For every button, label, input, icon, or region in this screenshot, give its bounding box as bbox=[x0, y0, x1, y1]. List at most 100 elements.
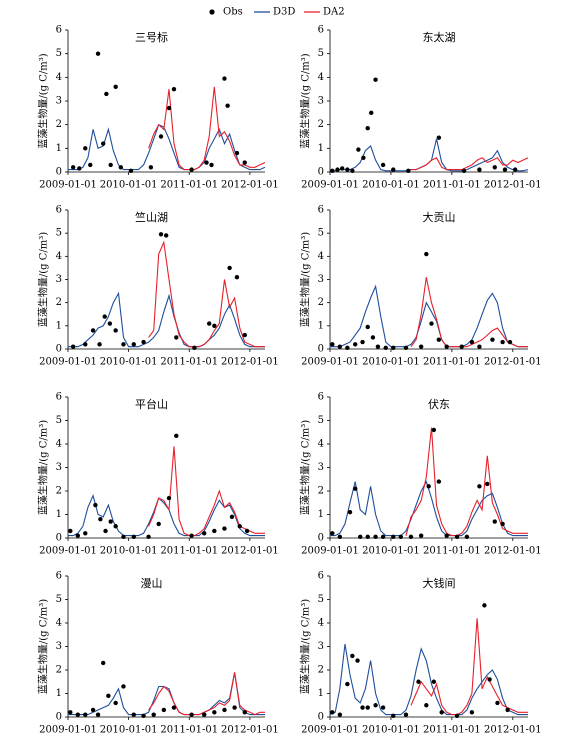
obs-point bbox=[365, 324, 370, 330]
obs-point bbox=[131, 534, 136, 540]
obs-point bbox=[83, 342, 88, 347]
obs-point bbox=[492, 165, 497, 170]
obs-point bbox=[209, 162, 214, 168]
x-tick-label: 2010-01-01 bbox=[100, 357, 158, 368]
obs-point bbox=[500, 521, 505, 527]
y-tick-label: 0 bbox=[56, 712, 62, 723]
y-tick-label: 1 bbox=[56, 320, 62, 331]
x-tick-label: 2010-01-01 bbox=[362, 546, 420, 557]
y-tick-label: 4 bbox=[56, 251, 62, 262]
legend-marker bbox=[209, 9, 215, 15]
y-tick-label: 0 bbox=[56, 167, 62, 178]
y-tick-label: 4 bbox=[56, 72, 62, 83]
obs-point bbox=[477, 167, 482, 172]
obs-point bbox=[104, 91, 109, 97]
obs-point bbox=[365, 534, 370, 540]
y-tick-label: 3 bbox=[318, 274, 324, 285]
series-line bbox=[411, 157, 529, 171]
obs-point bbox=[507, 339, 513, 345]
obs-point bbox=[90, 328, 96, 333]
obs-point bbox=[70, 344, 76, 349]
obs-point bbox=[337, 712, 343, 717]
obs-point bbox=[189, 167, 194, 172]
obs-point bbox=[444, 344, 449, 349]
y-tick-label: 0 bbox=[56, 533, 62, 544]
y-tick-label: 2 bbox=[56, 297, 62, 308]
obs-point bbox=[406, 168, 411, 174]
series-line bbox=[405, 427, 528, 537]
obs-point bbox=[345, 345, 350, 351]
y-tick-label: 1 bbox=[56, 688, 62, 699]
obs-point bbox=[242, 710, 247, 715]
panel-title: 竺山湖 bbox=[135, 210, 168, 224]
obs-point bbox=[426, 484, 431, 489]
obs-point bbox=[98, 517, 103, 522]
obs-point bbox=[391, 167, 396, 172]
x-tick-label: 2009-01-01 bbox=[39, 180, 97, 191]
obs-point bbox=[431, 427, 437, 433]
y-tick-label: 5 bbox=[318, 415, 324, 426]
obs-point bbox=[212, 710, 217, 715]
obs-point bbox=[121, 684, 126, 689]
obs-point bbox=[337, 534, 343, 540]
obs-point bbox=[424, 251, 429, 257]
panel-title: 漫山 bbox=[141, 576, 163, 590]
y-tick-label: 3 bbox=[56, 274, 62, 285]
y-tick-label: 5 bbox=[56, 415, 62, 426]
obs-point bbox=[222, 76, 227, 81]
x-tick-label: 2009-01-01 bbox=[39, 357, 97, 368]
panel-title: 伏东 bbox=[428, 397, 450, 411]
obs-point bbox=[361, 155, 366, 160]
obs-point bbox=[369, 110, 374, 116]
obs-point bbox=[131, 712, 136, 717]
obs-point bbox=[83, 712, 88, 717]
x-tick-label: 2010-01-01 bbox=[362, 725, 420, 736]
y-tick-label: 4 bbox=[56, 618, 62, 629]
obs-point bbox=[485, 481, 490, 487]
x-tick-label: 2009-01-01 bbox=[39, 546, 97, 557]
obs-point bbox=[370, 335, 376, 340]
y-tick-label: 1 bbox=[318, 320, 324, 331]
obs-point bbox=[330, 710, 335, 715]
obs-point bbox=[93, 502, 98, 508]
obs-point bbox=[469, 710, 475, 715]
obs-point bbox=[148, 165, 154, 170]
y-tick-label: 6 bbox=[318, 205, 324, 216]
obs-point bbox=[353, 342, 358, 347]
y-axis-label: 蓝藻生物量/(g C/m³) bbox=[37, 599, 50, 694]
y-tick-label: 0 bbox=[56, 344, 62, 355]
x-tick-label: 2009-01-01 bbox=[39, 725, 97, 736]
y-tick-label: 3 bbox=[56, 462, 62, 473]
legend-label: D3D bbox=[273, 7, 295, 18]
obs-point bbox=[101, 141, 106, 146]
obs-point bbox=[141, 339, 146, 345]
x-tick-label: 2011-01-01 bbox=[423, 725, 481, 736]
obs-point bbox=[171, 86, 177, 92]
y-tick-label: 2 bbox=[318, 119, 324, 130]
obs-point bbox=[347, 509, 353, 515]
obs-point bbox=[75, 533, 81, 538]
y-tick-label: 6 bbox=[56, 571, 62, 582]
obs-point bbox=[146, 534, 151, 540]
obs-point bbox=[202, 531, 207, 536]
series-line bbox=[410, 277, 528, 348]
obs-point bbox=[107, 321, 113, 326]
series-line bbox=[329, 644, 528, 716]
obs-point bbox=[166, 105, 172, 111]
obs-point bbox=[358, 534, 363, 540]
obs-point bbox=[339, 166, 345, 171]
obs-point bbox=[163, 233, 169, 238]
x-tick-label: 2011-01-01 bbox=[160, 546, 218, 557]
obs-point bbox=[95, 51, 101, 56]
obs-point bbox=[108, 519, 113, 524]
y-tick-label: 5 bbox=[56, 594, 62, 605]
obs-point bbox=[487, 677, 492, 682]
y-axis-label: 蓝藻生物量/(g C/m³) bbox=[299, 232, 312, 327]
obs-point bbox=[436, 135, 442, 140]
obs-point bbox=[237, 524, 242, 529]
obs-point bbox=[418, 344, 424, 349]
series-line bbox=[330, 284, 528, 348]
obs-point bbox=[222, 707, 227, 713]
obs-point bbox=[131, 342, 136, 347]
